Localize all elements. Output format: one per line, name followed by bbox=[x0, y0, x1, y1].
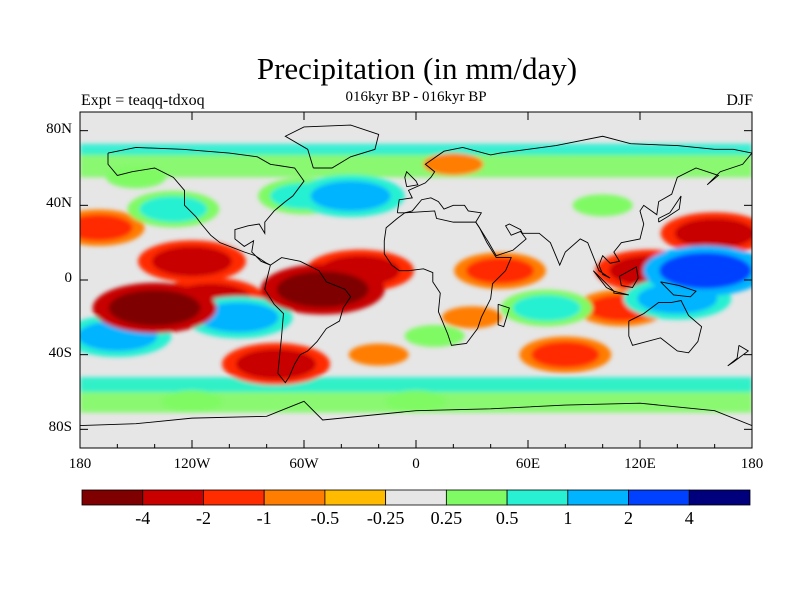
colorbar-label: 0.5 bbox=[495, 508, 519, 528]
colorbar-label: 1 bbox=[563, 508, 573, 528]
y-tick-label: 80S bbox=[48, 419, 72, 436]
coastline bbox=[619, 266, 639, 288]
x-tick-label: 180 bbox=[68, 456, 92, 472]
anomaly-region bbox=[80, 214, 133, 241]
anomaly-region bbox=[466, 257, 534, 284]
coastline bbox=[660, 281, 697, 298]
coastline bbox=[80, 400, 752, 427]
anomaly-region bbox=[659, 252, 752, 289]
coastline bbox=[613, 290, 629, 296]
x-tick-label: 180 bbox=[740, 456, 764, 472]
y-tick-label: 40S bbox=[48, 344, 72, 361]
colorbar-swatch bbox=[506, 489, 569, 506]
season-label: DJF bbox=[726, 92, 753, 109]
coastline bbox=[107, 147, 305, 266]
anomaly-region bbox=[674, 218, 752, 249]
colorbar-label: 2 bbox=[624, 508, 634, 528]
background-band bbox=[80, 143, 752, 155]
anomaly-region bbox=[531, 341, 600, 368]
chart-subtitle: 016kyr BP - 016kyr BP bbox=[345, 89, 487, 105]
colorbar-label: -0.5 bbox=[310, 508, 340, 528]
colorbar-swatch bbox=[263, 489, 326, 506]
coastline bbox=[284, 124, 380, 169]
colorbar-swatch bbox=[81, 489, 144, 506]
anomaly-region bbox=[106, 166, 166, 189]
anomaly-region bbox=[236, 349, 316, 379]
colorbar-swatch bbox=[628, 489, 690, 506]
background-band bbox=[80, 151, 752, 178]
coastline bbox=[628, 300, 703, 354]
anomaly-region bbox=[152, 246, 232, 277]
anomaly-region bbox=[162, 390, 222, 413]
colorbar-swatch bbox=[324, 489, 387, 506]
colorbar-swatch bbox=[142, 489, 204, 506]
anomaly-region bbox=[442, 306, 502, 329]
colorbar-label: 4 bbox=[684, 508, 694, 528]
colorbar-label: -2 bbox=[195, 508, 211, 528]
anomaly-region bbox=[572, 194, 633, 217]
coastline bbox=[592, 270, 615, 292]
coastlines bbox=[80, 124, 752, 427]
x-tick-label: 0 bbox=[412, 456, 420, 472]
colorbar bbox=[81, 489, 751, 506]
anomaly-region bbox=[386, 390, 446, 413]
coastline bbox=[383, 210, 512, 346]
y-tick-label: 0 bbox=[64, 270, 73, 286]
chart-title: Precipitation (in mm/day) bbox=[256, 51, 578, 86]
coastline bbox=[727, 344, 750, 367]
coastline bbox=[658, 195, 682, 223]
x-tick-label: 60E bbox=[515, 456, 541, 472]
colorbar-swatch bbox=[567, 489, 629, 506]
colorbar-swatch bbox=[385, 489, 447, 506]
colorbar-swatch bbox=[688, 489, 751, 506]
x-tick-label: 60W bbox=[289, 456, 319, 472]
colorbar-label: 0.25 bbox=[430, 508, 463, 528]
anomaly-region bbox=[310, 181, 391, 211]
y-tick-label: 40N bbox=[46, 195, 72, 212]
y-tick-label: 80N bbox=[46, 120, 72, 137]
anomaly-region bbox=[276, 271, 369, 308]
x-tick-label: 120E bbox=[624, 456, 656, 472]
anomaly-region bbox=[348, 343, 409, 366]
anomaly-fields bbox=[80, 143, 752, 413]
axis-ticks bbox=[79, 112, 753, 448]
background-band bbox=[80, 377, 752, 392]
anomaly-region bbox=[139, 196, 208, 223]
x-tick-label: 120W bbox=[173, 456, 211, 472]
colorbar-label: -1 bbox=[256, 508, 272, 528]
colorbar-swatch bbox=[203, 489, 265, 506]
coastline bbox=[404, 170, 419, 188]
colorbar-label: -0.25 bbox=[366, 508, 405, 528]
colorbar-swatch bbox=[445, 489, 508, 506]
anomaly-region bbox=[198, 302, 279, 333]
anomaly-region bbox=[512, 295, 581, 321]
colorbar-label: -4 bbox=[135, 508, 151, 528]
anomaly-region bbox=[423, 153, 484, 176]
coastline bbox=[264, 257, 352, 384]
experiment-label: Expt = teaqq-tdxoq bbox=[81, 92, 205, 109]
coastline bbox=[497, 303, 510, 328]
anomaly-region bbox=[108, 290, 201, 326]
anomaly-region bbox=[404, 325, 465, 347]
